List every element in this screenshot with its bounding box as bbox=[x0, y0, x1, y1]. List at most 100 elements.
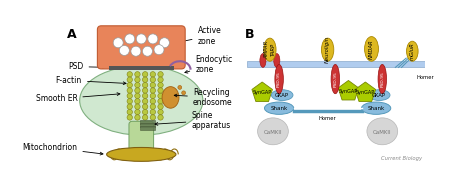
Text: Current Biology: Current Biology bbox=[381, 156, 422, 160]
Ellipse shape bbox=[80, 66, 203, 135]
Ellipse shape bbox=[378, 64, 386, 94]
Text: CaMKII: CaMKII bbox=[373, 130, 392, 135]
Text: PSD-95: PSD-95 bbox=[277, 71, 281, 87]
FancyBboxPatch shape bbox=[140, 126, 155, 130]
Ellipse shape bbox=[331, 64, 339, 94]
Ellipse shape bbox=[260, 54, 266, 67]
FancyBboxPatch shape bbox=[247, 61, 425, 67]
Circle shape bbox=[143, 82, 148, 88]
Text: Active
zone: Active zone bbox=[176, 26, 221, 46]
Text: Shank: Shank bbox=[367, 106, 385, 111]
Circle shape bbox=[135, 77, 140, 82]
Circle shape bbox=[143, 72, 148, 77]
Ellipse shape bbox=[362, 102, 391, 114]
Text: mGluR: mGluR bbox=[410, 42, 415, 60]
Text: CaMKII: CaMKII bbox=[264, 130, 283, 135]
Ellipse shape bbox=[407, 41, 418, 61]
Circle shape bbox=[135, 104, 140, 109]
Text: Neuroligin: Neuroligin bbox=[325, 36, 330, 63]
Circle shape bbox=[119, 45, 129, 55]
Circle shape bbox=[158, 109, 163, 115]
Circle shape bbox=[178, 85, 182, 89]
Text: SynGAP: SynGAP bbox=[253, 90, 272, 95]
Text: Smooth ER: Smooth ER bbox=[36, 93, 120, 103]
Ellipse shape bbox=[275, 64, 283, 94]
Text: A: A bbox=[66, 28, 76, 41]
Text: Mitochondrion: Mitochondrion bbox=[22, 143, 103, 155]
Ellipse shape bbox=[365, 37, 378, 61]
Circle shape bbox=[135, 99, 140, 104]
Circle shape bbox=[158, 88, 163, 93]
Circle shape bbox=[143, 104, 148, 109]
Circle shape bbox=[135, 109, 140, 115]
Text: GKAP: GKAP bbox=[275, 93, 289, 98]
Ellipse shape bbox=[273, 54, 280, 67]
Circle shape bbox=[150, 93, 155, 99]
Circle shape bbox=[150, 115, 155, 120]
Circle shape bbox=[125, 34, 135, 44]
Ellipse shape bbox=[257, 118, 288, 145]
Circle shape bbox=[158, 115, 163, 120]
FancyBboxPatch shape bbox=[129, 121, 154, 152]
Circle shape bbox=[143, 46, 153, 56]
Circle shape bbox=[150, 77, 155, 82]
Text: SynGAP: SynGAP bbox=[339, 89, 358, 94]
Circle shape bbox=[135, 93, 140, 99]
FancyBboxPatch shape bbox=[97, 26, 185, 69]
Text: Endocytic
zone: Endocytic zone bbox=[185, 55, 232, 74]
Circle shape bbox=[127, 109, 132, 115]
Ellipse shape bbox=[162, 87, 179, 108]
Circle shape bbox=[158, 72, 163, 77]
Text: PSD: PSD bbox=[68, 62, 105, 71]
Circle shape bbox=[150, 99, 155, 104]
Circle shape bbox=[135, 115, 140, 120]
Text: AMPAR
TARP: AMPAR TARP bbox=[264, 41, 275, 59]
Circle shape bbox=[150, 82, 155, 88]
Circle shape bbox=[158, 99, 163, 104]
FancyBboxPatch shape bbox=[140, 123, 155, 127]
Circle shape bbox=[135, 72, 140, 77]
Circle shape bbox=[127, 104, 132, 109]
Ellipse shape bbox=[264, 102, 294, 114]
Circle shape bbox=[143, 93, 148, 99]
Circle shape bbox=[158, 104, 163, 109]
Circle shape bbox=[127, 115, 132, 120]
Text: Recycling
endosome: Recycling endosome bbox=[174, 88, 233, 107]
Circle shape bbox=[148, 34, 158, 44]
Circle shape bbox=[127, 72, 132, 77]
Circle shape bbox=[158, 93, 163, 99]
Circle shape bbox=[137, 34, 146, 44]
Circle shape bbox=[159, 38, 169, 48]
FancyBboxPatch shape bbox=[140, 120, 155, 124]
Ellipse shape bbox=[367, 118, 398, 145]
Circle shape bbox=[127, 77, 132, 82]
Circle shape bbox=[127, 88, 132, 93]
Circle shape bbox=[150, 88, 155, 93]
Text: Homer: Homer bbox=[416, 75, 434, 80]
Circle shape bbox=[127, 99, 132, 104]
FancyBboxPatch shape bbox=[109, 66, 173, 70]
Ellipse shape bbox=[272, 90, 293, 100]
Text: B: B bbox=[245, 28, 255, 41]
Ellipse shape bbox=[368, 90, 390, 100]
Circle shape bbox=[135, 82, 140, 88]
Text: PSD-95: PSD-95 bbox=[333, 71, 337, 87]
Circle shape bbox=[143, 88, 148, 93]
Text: PSD-95: PSD-95 bbox=[380, 71, 384, 87]
Circle shape bbox=[158, 82, 163, 88]
Text: GKAP: GKAP bbox=[372, 93, 386, 98]
Text: F-actin: F-actin bbox=[56, 76, 126, 85]
Ellipse shape bbox=[107, 147, 176, 161]
Text: SynGAP: SynGAP bbox=[356, 90, 375, 95]
Circle shape bbox=[113, 38, 123, 48]
Circle shape bbox=[135, 88, 140, 93]
Circle shape bbox=[150, 72, 155, 77]
Circle shape bbox=[131, 46, 141, 56]
Ellipse shape bbox=[264, 38, 276, 61]
Ellipse shape bbox=[321, 38, 334, 61]
Circle shape bbox=[143, 115, 148, 120]
Circle shape bbox=[182, 91, 185, 95]
Circle shape bbox=[150, 109, 155, 115]
Circle shape bbox=[158, 77, 163, 82]
Text: Spine
apparatus: Spine apparatus bbox=[155, 111, 230, 130]
